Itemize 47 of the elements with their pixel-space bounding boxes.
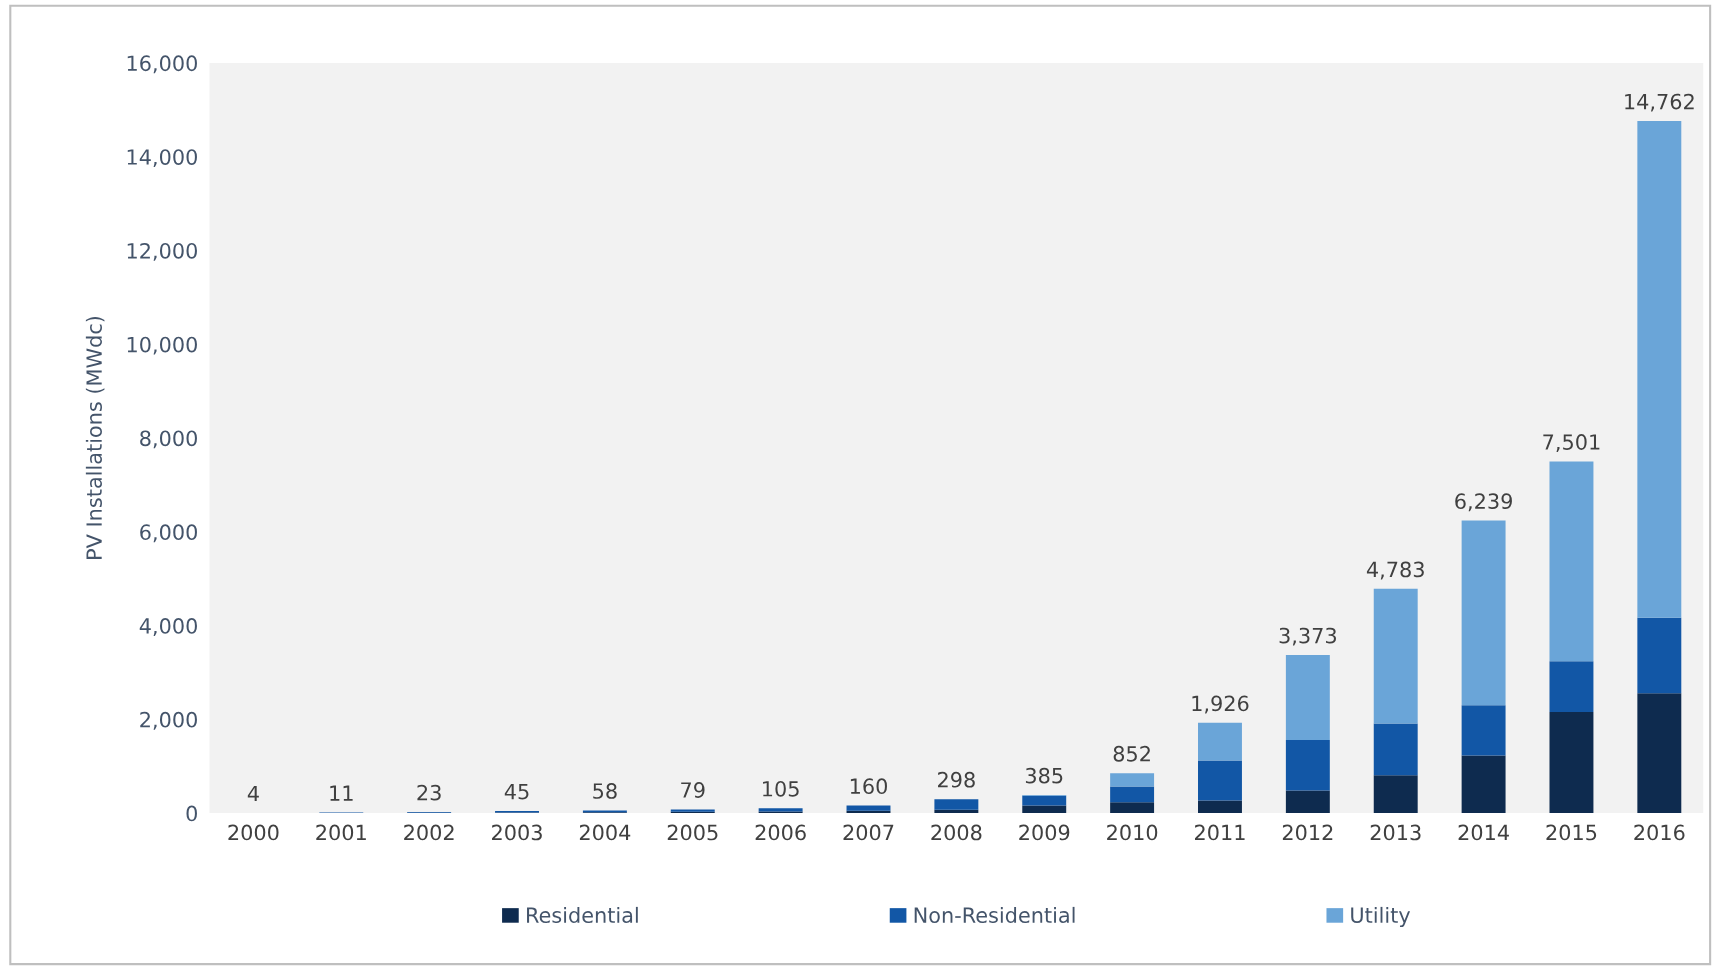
- legend-label: Residential: [527, 906, 638, 924]
- total-label: 3,373: [1279, 627, 1336, 646]
- total-label: 58: [593, 783, 617, 799]
- x-tick-label: 2008: [931, 824, 982, 841]
- x-tick-label: 2010: [1107, 824, 1158, 841]
- y-tick-label: 16,000: [127, 55, 197, 74]
- x-tick-label: 2005: [667, 824, 718, 841]
- x-tick-label: 2000: [228, 824, 279, 841]
- legend-label: Utility: [1351, 906, 1411, 928]
- total-label: 23: [417, 784, 441, 801]
- y-tick-label: 2,000: [140, 711, 197, 730]
- x-tick-label: 2013: [1370, 824, 1421, 841]
- y-tick-label: 0: [186, 805, 197, 822]
- total-label: 160: [850, 778, 887, 795]
- y-tick-label: 8,000: [140, 430, 197, 449]
- total-label: 11: [330, 785, 353, 801]
- x-tick-label: 2001: [316, 824, 366, 841]
- x-tick-label: 2002: [404, 824, 454, 841]
- x-tick-label: 2016: [1634, 824, 1685, 841]
- total-label: 4: [247, 785, 259, 802]
- total-label: 6,239: [1455, 493, 1512, 512]
- total-label: 4,783: [1366, 561, 1424, 580]
- total-label: 79: [681, 782, 705, 798]
- y-tick-label: 4,000: [139, 618, 197, 636]
- y-tick-label: 14,000: [127, 149, 197, 168]
- x-tick-label: 2011: [1195, 824, 1245, 841]
- total-label: 7,501: [1543, 434, 1600, 452]
- y-tick-label: 10,000: [127, 336, 197, 355]
- total-label: 385: [1025, 767, 1063, 784]
- total-label: 105: [763, 780, 799, 797]
- x-tick-label: 2004: [579, 824, 631, 841]
- total-label: 45: [504, 783, 529, 800]
- x-tick-label: 2012: [1282, 824, 1333, 841]
- total-label: 852: [1113, 745, 1150, 762]
- total-label: 298: [938, 771, 975, 788]
- total-label: 14,762: [1625, 93, 1694, 112]
- y-tick-label: 12,000: [127, 242, 197, 261]
- x-tick-label: 2009: [1019, 824, 1070, 841]
- legend-label: Non-Residential: [914, 906, 1075, 924]
- x-tick-label: 2006: [755, 824, 806, 841]
- x-tick-label: 2014: [1458, 824, 1509, 841]
- x-tick-label: 2007: [843, 824, 894, 841]
- x-tick-label: 2003: [492, 824, 542, 841]
- total-label: 1,926: [1192, 695, 1249, 714]
- y-axis-title: PV Installations (MWdc): [85, 316, 105, 559]
- y-tick-label: 6,000: [140, 524, 197, 543]
- x-tick-label: 2015: [1546, 824, 1597, 841]
